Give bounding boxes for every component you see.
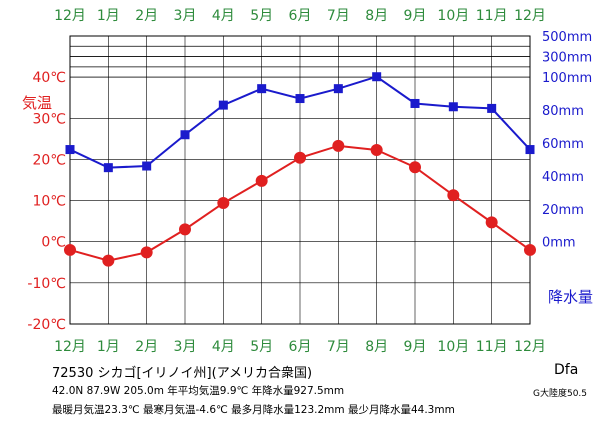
- month-label-top: 12月: [514, 8, 546, 24]
- precipitation-point: [372, 72, 382, 82]
- climate-chart: -20℃ -10℃ 0℃ 10℃ 20℃ 30℃ 40℃ 0mm 20mm 40mm 60mm 80…: [22, 8, 593, 355]
- temperature-tick-label: -10℃: [27, 276, 66, 292]
- month-label-top: 4月: [212, 8, 235, 24]
- temperature-point: [102, 254, 115, 267]
- precipitation-point: [525, 145, 535, 155]
- month-label-bottom: 12月: [54, 339, 86, 355]
- temperature-point: [140, 246, 153, 259]
- precipitation-tick-label: 40mm: [542, 170, 584, 185]
- temperature-point: [255, 174, 268, 187]
- month-label-bottom: 5月: [250, 339, 273, 355]
- month-label-top: 12月: [54, 8, 86, 24]
- month-label-top: 8月: [365, 8, 388, 24]
- temperature-point: [370, 143, 383, 156]
- precipitation-point: [448, 102, 458, 112]
- temperature-tick-label: 40℃: [32, 70, 66, 86]
- month-label-bottom: 4月: [212, 339, 235, 355]
- month-label-bottom: 3月: [174, 339, 197, 355]
- precipitation-point: [295, 94, 305, 104]
- precipitation-point: [65, 145, 75, 155]
- month-label-top: 6月: [289, 8, 312, 24]
- precipitation-tick-label: 500mm: [542, 30, 592, 45]
- precipitation-point: [103, 163, 113, 173]
- month-label-bottom: 2月: [135, 339, 158, 355]
- precipitation-tick-label: 0mm: [542, 236, 576, 251]
- temperature-axis-title: 気温: [22, 94, 52, 112]
- month-label-top: 2月: [135, 8, 158, 24]
- precipitation-tick-label: 20mm: [542, 203, 584, 218]
- temperature-point: [409, 161, 421, 174]
- month-labels-bottom: 12月 1月 2月 3月 4月 5月 6月 7月 8月 9月 10月 11月 12月: [54, 339, 546, 355]
- temperature-tick-label: 10℃: [32, 194, 66, 210]
- month-label-bottom: 8月: [365, 339, 388, 355]
- month-label-bottom: 11月: [476, 339, 508, 355]
- precipitation-tick-label: 60mm: [542, 137, 584, 152]
- month-label-bottom: 10月: [437, 339, 469, 355]
- temperature-tick-label: -20℃: [27, 317, 66, 333]
- precipitation-point: [487, 103, 497, 113]
- month-label-bottom: 6月: [289, 339, 312, 355]
- month-label-top: 3月: [174, 8, 197, 24]
- month-label-bottom: 7月: [327, 339, 350, 355]
- month-label-top: 7月: [327, 8, 350, 24]
- precipitation-tick-label: 80mm: [542, 104, 584, 119]
- precipitation-ticks: 0mm 20mm 40mm 60mm 80mm 100mm 300mm 500mm: [542, 30, 592, 251]
- temperature-point: [447, 189, 460, 202]
- precipitation-point: [218, 100, 228, 110]
- precipitation-tick-label: 100mm: [542, 71, 592, 86]
- precipitation-point: [333, 84, 343, 94]
- month-label-top: 9月: [404, 8, 427, 24]
- month-label-top: 10月: [437, 8, 469, 24]
- temperature-point: [179, 223, 191, 236]
- temperature-point: [217, 197, 230, 210]
- temperature-point: [332, 139, 345, 152]
- month-label-bottom: 9月: [404, 339, 427, 355]
- month-label-top: 5月: [250, 8, 273, 24]
- month-label-bottom: 12月: [514, 339, 546, 355]
- month-label-top: 11月: [476, 8, 508, 24]
- precipitation-axis-title: 降水量: [548, 288, 593, 306]
- station-summary: 42.0N 87.9W 205.0m 年平均気温9.9℃ 年降水量927.5mm: [52, 385, 345, 397]
- month-label-bottom: 1月: [97, 339, 120, 355]
- continentality-index: G大陸度50.5: [533, 389, 588, 399]
- temperature-tick-label: 30℃: [32, 111, 66, 127]
- precipitation-point: [142, 161, 152, 171]
- precipitation-tick-label: 300mm: [542, 51, 592, 66]
- temperature-ticks: -20℃ -10℃ 0℃ 10℃ 20℃ 30℃ 40℃: [27, 70, 66, 333]
- month-label-top: 1月: [97, 8, 120, 24]
- precipitation-series: [65, 72, 535, 173]
- station-extremes: 最暖月気温23.3℃ 最寒月気温-4.6℃ 最多月降水量123.2mm 最少月降…: [52, 404, 455, 416]
- precipitation-point: [257, 84, 267, 94]
- temperature-point: [485, 216, 498, 229]
- temperature-point: [294, 151, 306, 164]
- station-name: 72530 シカゴ[イリノイ州](アメリカ合衆国): [52, 366, 313, 381]
- temperature-point: [524, 243, 536, 256]
- temperature-point: [64, 243, 76, 256]
- grid-lines: [69, 35, 531, 325]
- precipitation-point: [180, 130, 190, 140]
- precipitation-point: [410, 98, 420, 108]
- temperature-tick-label: 0℃: [41, 235, 66, 251]
- climate-classification: Dfa: [554, 362, 579, 378]
- month-labels-top: 12月 1月 2月 3月 4月 5月 6月 7月 8月 9月 10月 11月 12月: [54, 8, 546, 24]
- temperature-series: [64, 139, 536, 267]
- temperature-tick-label: 20℃: [32, 152, 66, 168]
